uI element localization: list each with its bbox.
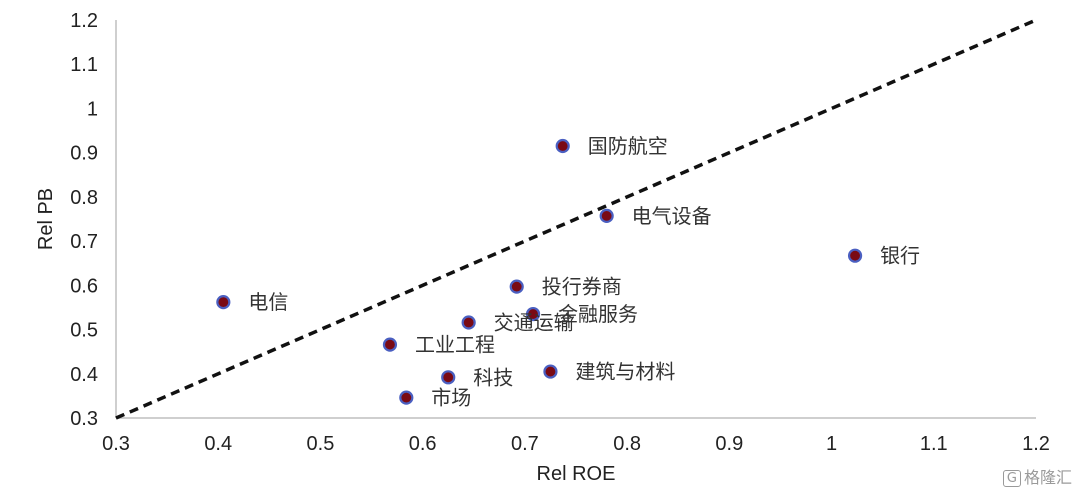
y-axis-label: Rel PB (35, 188, 57, 250)
x-tick-label: 0.6 (409, 433, 437, 455)
data-point (847, 248, 863, 263)
point-label: 电信 (248, 290, 288, 314)
data-points (216, 138, 863, 405)
y-tick-label: 0.9 (70, 143, 98, 165)
x-tick-label: 0.5 (307, 433, 335, 455)
x-tick-label: 1.1 (920, 433, 948, 455)
point-label: 国防航空 (588, 134, 668, 158)
watermark-logo-icon: G (1002, 470, 1021, 487)
diagonal-reference-line (115, 18, 1037, 420)
y-tick-label: 0.5 (70, 320, 98, 342)
x-tick-labels: 0.3 0.4 0.5 0.6 0.7 0.8 0.9 1 1.1 1.2 (102, 433, 1050, 455)
data-point (216, 295, 231, 310)
y-tick-label: 0.3 (70, 408, 98, 430)
point-label: 工业工程 (415, 333, 495, 357)
watermark-text: 格隆汇 (1023, 468, 1072, 487)
x-axis-label: Rel ROE (537, 463, 616, 485)
watermark: G 格隆汇 (1002, 464, 1072, 488)
point-label: 市场 (431, 386, 471, 410)
x-tick-label: 0.8 (613, 433, 641, 455)
y-tick-label: 1.2 (70, 10, 98, 32)
y-tick-label: 1.1 (70, 54, 98, 76)
x-tick-label: 0.7 (511, 433, 539, 455)
x-tick-label: 1 (826, 433, 837, 455)
data-point (525, 306, 541, 322)
y-tick-labels: 0.3 0.4 0.5 0.6 0.7 0.8 0.9 1 1.1 1.2 (70, 10, 98, 430)
point-label: 投行券商 (542, 275, 622, 299)
data-point (382, 337, 398, 352)
data-point (555, 138, 570, 154)
data-point (599, 208, 614, 224)
x-tick-label: 1.2 (1022, 433, 1050, 455)
point-label: 建筑与材料 (575, 360, 675, 384)
point-label: 银行 (880, 244, 920, 268)
x-tick-label: 0.3 (102, 433, 130, 455)
data-point (399, 390, 414, 405)
data-point (543, 364, 558, 379)
x-tick-label: 0.4 (204, 433, 232, 455)
y-tick-label: 0.6 (70, 275, 98, 297)
axes (115, 20, 1036, 419)
data-point (461, 315, 476, 330)
y-tick-label: 0.7 (70, 231, 98, 253)
point-label: 电气设备 (632, 204, 712, 228)
point-label: 科技 (473, 365, 513, 389)
data-point (441, 370, 456, 385)
x-tick-label: 0.9 (715, 433, 743, 455)
y-tick-label: 0.4 (70, 364, 98, 386)
data-point (509, 279, 524, 294)
y-tick-label: 1 (87, 98, 98, 120)
y-tick-label: 0.8 (70, 187, 98, 209)
point-label: 金融服务 (558, 302, 638, 326)
point-label: 交通运输 (494, 310, 574, 334)
